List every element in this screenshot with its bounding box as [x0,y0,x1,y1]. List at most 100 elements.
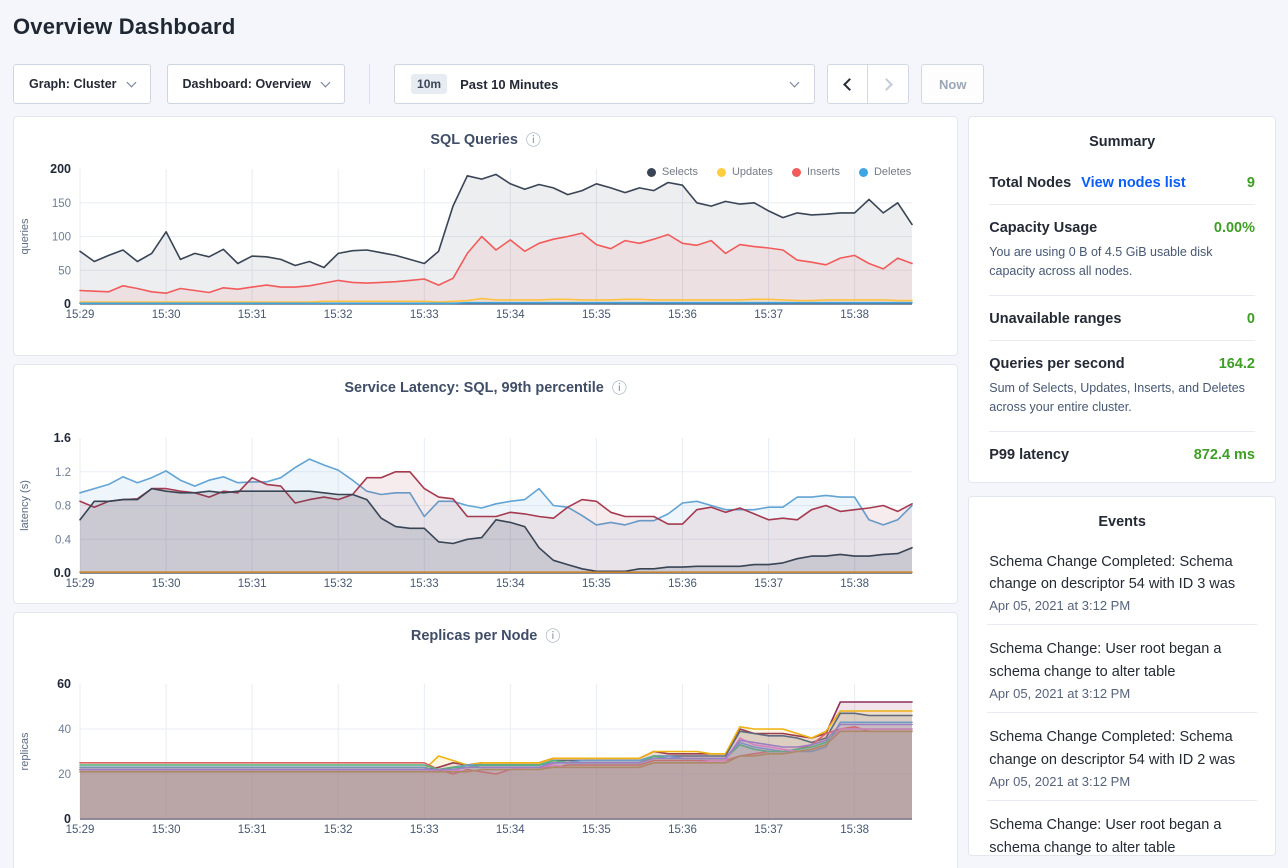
service-latency-card: Service Latency: SQL, 99th percentile ⓘ … [13,364,959,604]
svg-text:15:31: 15:31 [238,824,267,836]
event-text: Schema Change Completed: Schema change o… [989,553,1236,592]
time-range-chip: 10m [411,74,448,94]
sql-queries-card: SQL Queries ⓘ Selects Updates Inserts [13,116,959,356]
svg-text:15:34: 15:34 [496,309,525,321]
unavailable-ranges-value: 0 [1246,310,1255,327]
svg-text:15:37: 15:37 [754,824,783,836]
view-nodes-list-link[interactable]: View nodes list [1081,175,1186,191]
svg-text:replicas: replicas [19,732,31,770]
sql-queries-chart[interactable]: 15:29 15:30 15:31 15:32 15:33 15:34 15:35 15:36… [14,161,954,331]
info-icon[interactable]: ⓘ [545,627,561,645]
svg-text:15:33: 15:33 [410,824,439,836]
events-title: Events [1098,513,1146,530]
svg-text:100: 100 [52,232,71,244]
svg-text:15:36: 15:36 [668,824,697,836]
svg-text:15:32: 15:32 [324,309,353,321]
event-list-item[interactable]: Schema Change Completed: Schema change o… [987,538,1257,626]
events-panel: Events Schema Change Completed: Schema c… [968,495,1276,856]
summary-title: Summary [1089,134,1156,150]
side-column: Summary Total Nodes View nodes list 9 Ca… [968,116,1276,856]
deletes-dot-icon [858,167,868,177]
svg-text:0.4: 0.4 [55,534,72,546]
unavailable-ranges-label: Unavailable ranges [989,310,1122,327]
summary-row-unavailable-ranges: Unavailable ranges 0 [989,296,1255,341]
svg-text:15:29: 15:29 [66,309,95,321]
event-list-item[interactable]: Schema Change Completed: Schema change o… [987,713,1257,802]
qps-label: Queries per second [989,355,1125,372]
service-latency-chart[interactable]: 15:29 15:30 15:31 15:32 15:33 15:34 15:35 15:36… [14,430,954,600]
prev-range-button[interactable] [828,65,869,103]
summary-row-qps: Queries per second 164.2 Sum of Selects,… [989,341,1255,432]
graph-dropdown[interactable]: Graph: Cluster [13,64,151,104]
svg-text:15:38: 15:38 [840,578,869,590]
info-icon[interactable]: ⓘ [525,131,541,149]
charts-column: SQL Queries ⓘ Selects Updates Inserts [13,116,959,868]
svg-text:15:38: 15:38 [840,824,869,836]
info-icon[interactable]: ⓘ [611,379,627,397]
svg-text:15:29: 15:29 [66,824,95,836]
svg-text:0.8: 0.8 [55,501,71,513]
selects-dot-icon [646,167,656,177]
dashboard-dropdown[interactable]: Dashboard: Overview [166,64,346,104]
toolbar: Graph: Cluster Dashboard: Overview 10m P… [13,64,1276,104]
svg-text:20: 20 [58,769,71,781]
svg-text:15:30: 15:30 [152,824,181,836]
replicas-per-node-card: Replicas per Node ⓘ 15:29 15:30 15:31 15:32… [13,612,959,868]
svg-text:150: 150 [52,198,71,210]
chevron-down-icon [789,77,800,87]
svg-text:60: 60 [57,677,71,691]
legend-item-inserts: Inserts [791,166,840,178]
event-list-item[interactable]: Schema Change: User root began a schema … [987,801,1257,854]
graph-dropdown-label: Graph: Cluster [29,77,117,91]
p99-latency-label: P99 latency [989,446,1070,463]
svg-text:15:37: 15:37 [754,309,783,321]
svg-text:queries: queries [19,218,31,255]
chevron-left-icon [843,77,856,91]
svg-text:15:37: 15:37 [754,578,783,590]
svg-text:15:32: 15:32 [324,824,353,836]
svg-text:15:34: 15:34 [496,578,525,590]
updates-dot-icon [716,167,726,177]
svg-text:15:32: 15:32 [324,578,353,590]
svg-text:15:36: 15:36 [668,309,697,321]
svg-text:15:35: 15:35 [582,309,611,321]
next-range-button[interactable] [868,65,908,103]
svg-text:15:35: 15:35 [582,824,611,836]
time-pager [827,64,910,104]
chevron-right-icon [879,77,893,91]
time-range-label: Past 10 Minutes [460,76,559,92]
chevron-down-icon [126,77,136,87]
event-text: Schema Change: User root began a schema … [989,641,1222,680]
svg-text:latency (s): latency (s) [19,480,31,531]
svg-text:15:30: 15:30 [152,309,181,321]
summary-panel: Summary Total Nodes View nodes list 9 Ca… [968,116,1276,483]
qps-description: Sum of Selects, Updates, Inserts, and De… [989,380,1245,415]
event-timestamp: Apr 05, 2021 at 3:12 PM [989,598,1131,614]
time-range-picker[interactable]: 10m Past 10 Minutes [394,64,816,104]
legend-item-selects: Selects [646,166,698,178]
svg-text:1.2: 1.2 [55,467,71,479]
svg-text:15:33: 15:33 [410,578,439,590]
summary-row-total-nodes: Total Nodes View nodes list 9 [989,160,1255,205]
replicas-per-node-chart[interactable]: 15:29 15:30 15:31 15:32 15:33 15:34 15:35 15:36… [14,676,954,846]
capacity-usage-label: Capacity Usage [989,220,1098,236]
svg-text:15:31: 15:31 [238,578,267,590]
now-button[interactable]: Now [921,64,985,104]
dashboard-dropdown-label: Dashboard: Overview [182,77,312,91]
total-nodes-label: Total Nodes [989,175,1072,191]
svg-text:15:38: 15:38 [840,309,869,321]
total-nodes-value: 9 [1246,175,1255,191]
event-text: Schema Change Completed: Schema change o… [989,729,1236,768]
page-title: Overview Dashboard [13,14,236,39]
sql-queries-title: SQL Queries [430,132,518,148]
svg-text:1.6: 1.6 [54,431,71,445]
svg-text:15:33: 15:33 [410,309,439,321]
svg-text:15:30: 15:30 [152,578,181,590]
svg-text:15:35: 15:35 [582,578,611,590]
sql-queries-legend: Selects Updates Inserts Deletes [646,166,911,178]
summary-row-capacity: Capacity Usage 0.00% You are using 0 B o… [989,205,1255,296]
event-list-item[interactable]: Schema Change: User root began a schema … [987,625,1257,714]
svg-text:200: 200 [50,162,71,176]
svg-text:50: 50 [58,265,71,277]
svg-text:15:36: 15:36 [668,578,697,590]
